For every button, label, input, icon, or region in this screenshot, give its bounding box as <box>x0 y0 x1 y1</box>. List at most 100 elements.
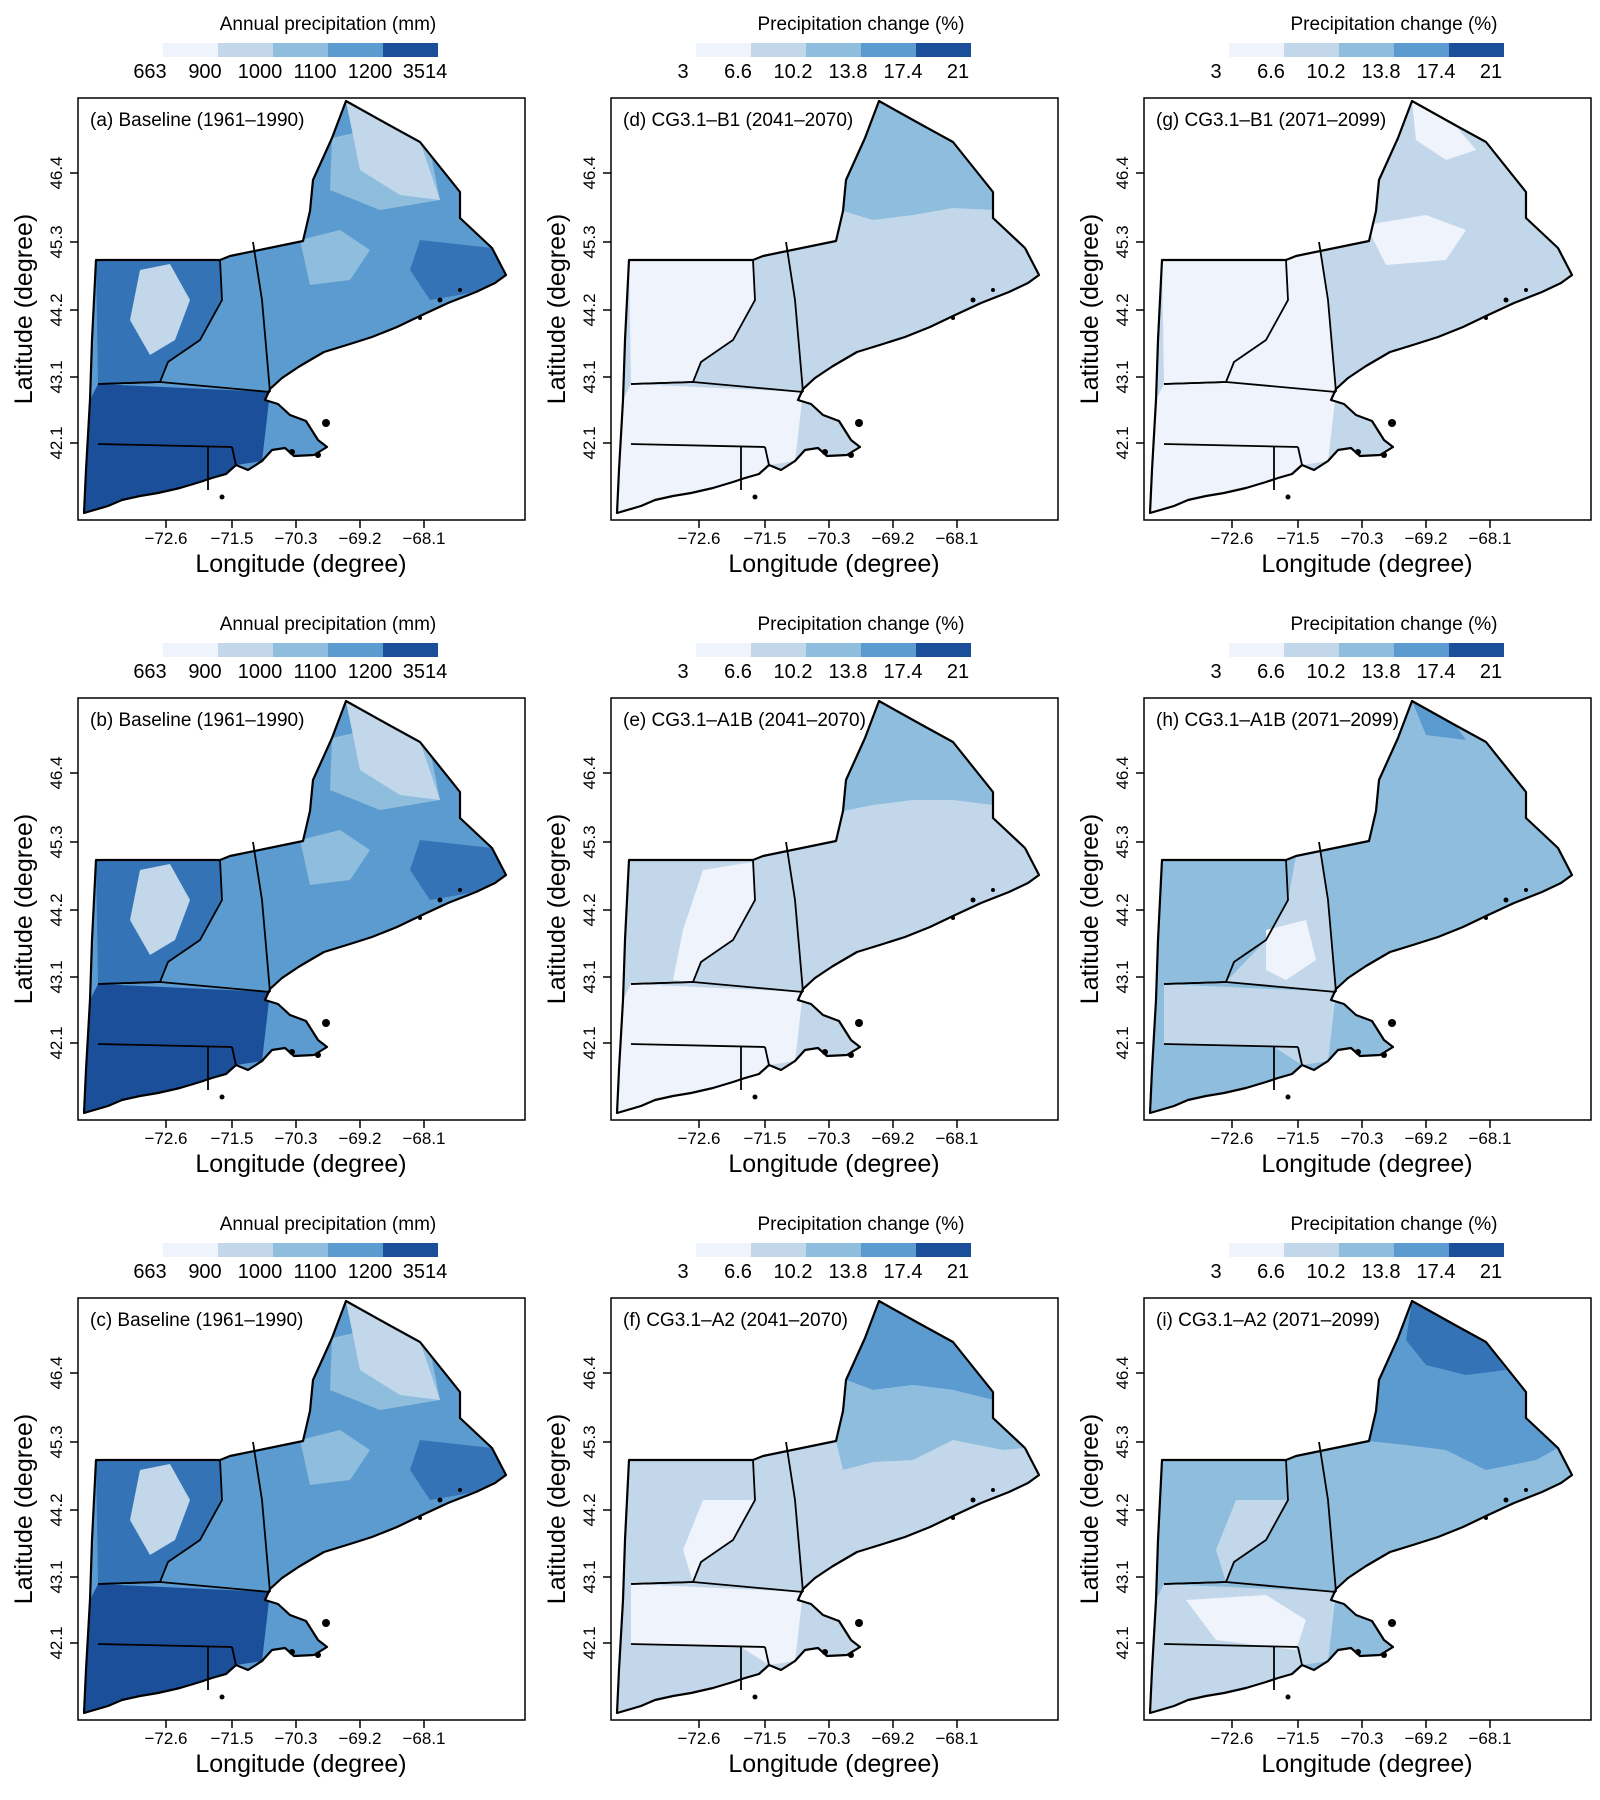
legend-label: 1100 <box>293 661 336 683</box>
legend-label: 21 <box>947 661 969 683</box>
island <box>437 897 443 903</box>
state-border <box>231 1046 237 1066</box>
y-tick-label: 42.1 <box>47 1026 66 1059</box>
y-tick-label: 46.4 <box>1113 756 1132 789</box>
precip-band <box>346 101 440 200</box>
legend-swatch <box>861 1243 916 1257</box>
map-region <box>615 99 1041 515</box>
legend-label: 6.6 <box>1257 1261 1285 1283</box>
legend-label: 13.8 <box>1362 661 1401 683</box>
legend-swatch <box>806 643 861 657</box>
island <box>1524 288 1528 292</box>
y-tick-label: 44.2 <box>580 893 599 926</box>
island <box>458 1488 462 1492</box>
precip-band <box>84 1584 270 1713</box>
legend-label: 3 <box>1210 1261 1221 1283</box>
legend-title: Precipitation change (%) <box>1291 614 1498 635</box>
legend-label: 1100 <box>293 61 336 83</box>
y-tick-label: 44.2 <box>1113 1493 1132 1526</box>
legend-swatch <box>1284 1243 1339 1257</box>
precip-band <box>1366 215 1466 265</box>
map-svg: Precipitation change (%) 3 6.6 10.2 13.8 17.4… <box>1076 1214 1592 1778</box>
state-border <box>1297 1646 1303 1666</box>
legend-title: Precipitation change (%) <box>758 614 965 635</box>
state-border <box>630 381 804 393</box>
y-axis-label: Latitude (degree) <box>10 1414 38 1604</box>
x-tick-label: −68.1 <box>935 1729 978 1748</box>
x-tick-label: −68.1 <box>402 529 445 548</box>
legend-label: 10.2 <box>1307 61 1346 83</box>
legend-label: 17.4 <box>1417 61 1456 83</box>
precip-band <box>629 260 755 384</box>
x-tick-label: −69.2 <box>338 1129 381 1148</box>
region-outline <box>615 99 1041 515</box>
y-axis-label: Latitude (degree) <box>543 214 571 404</box>
precip-band <box>410 240 506 300</box>
precip-band <box>617 984 803 1113</box>
island <box>752 1094 758 1100</box>
map-region <box>615 1299 1041 1715</box>
y-axis-label: Latitude (degree) <box>10 214 38 404</box>
x-tick-label: −70.3 <box>274 529 317 548</box>
legend-swatch <box>1449 1243 1504 1257</box>
island <box>322 1619 330 1627</box>
x-tick-label: −70.3 <box>274 1129 317 1148</box>
region-outline <box>615 699 1041 1115</box>
state-border <box>630 1581 804 1593</box>
island <box>1381 452 1387 458</box>
map-svg: Annual precipitation (mm) 663 900 1000 1100 1… <box>10 1214 526 1778</box>
x-tick-label: −69.2 <box>1404 1129 1447 1148</box>
x-tick-label: −70.3 <box>807 529 850 548</box>
x-tick-label: −70.3 <box>807 1729 850 1748</box>
legend-swatch <box>1284 643 1339 657</box>
legend-title: Precipitation change (%) <box>1291 14 1498 35</box>
x-tick-label: −69.2 <box>871 529 914 548</box>
legend-label: 6.6 <box>724 661 752 683</box>
island <box>951 1516 955 1520</box>
island <box>437 1497 443 1503</box>
legend-swatch <box>273 43 328 57</box>
x-tick-label: −69.2 <box>1404 1729 1447 1748</box>
x-tick-label: −70.3 <box>1340 1729 1383 1748</box>
precip-band <box>1406 1301 1506 1375</box>
island <box>855 1019 863 1027</box>
legend-label: 3 <box>1210 61 1221 83</box>
island <box>1484 916 1488 920</box>
map-panel: Precipitation change (%) 3 6.6 10.2 13.8 17.4… <box>533 0 1066 600</box>
x-tick-label: −72.6 <box>677 529 720 548</box>
y-tick-label: 46.4 <box>580 1356 599 1389</box>
y-tick-label: 43.1 <box>1113 360 1132 393</box>
island <box>1355 1649 1361 1655</box>
state-border <box>1318 1441 1337 1593</box>
legend-label: 21 <box>1480 1261 1502 1283</box>
island <box>991 288 995 292</box>
legend-swatch <box>273 1243 328 1257</box>
legend-label: 1200 <box>348 1261 393 1283</box>
x-tick-label: −68.1 <box>1468 1729 1511 1748</box>
x-tick-label: −69.2 <box>871 1129 914 1148</box>
y-tick-label: 45.3 <box>47 1425 66 1458</box>
legend-label: 10.2 <box>774 1261 813 1283</box>
island <box>822 1649 828 1655</box>
map-region <box>82 1299 508 1715</box>
island <box>289 1049 295 1055</box>
precip-band <box>300 230 370 285</box>
precip-band <box>1150 384 1336 513</box>
legend-swatch <box>751 1243 806 1257</box>
x-tick-label: −72.6 <box>144 529 187 548</box>
legend-label: 663 <box>133 1261 166 1283</box>
y-tick-label: 42.1 <box>580 426 599 459</box>
region-outline <box>82 1299 508 1715</box>
island <box>848 1052 854 1058</box>
x-tick-label: −69.2 <box>338 529 381 548</box>
y-tick-label: 46.4 <box>1113 1356 1132 1389</box>
y-tick-label: 44.2 <box>580 1493 599 1526</box>
legend-swatch <box>1394 643 1449 657</box>
map-svg: Precipitation change (%) 3 6.6 10.2 13.8 17.4… <box>1076 614 1592 1178</box>
legend-label: 900 <box>188 61 221 83</box>
y-tick-label: 44.2 <box>580 293 599 326</box>
legend-label: 1200 <box>348 61 393 83</box>
y-tick-label: 43.1 <box>47 960 66 993</box>
precip-band <box>1162 242 1336 392</box>
panel-label: (e) CG3.1–A1B (2041–2070) <box>623 710 866 731</box>
